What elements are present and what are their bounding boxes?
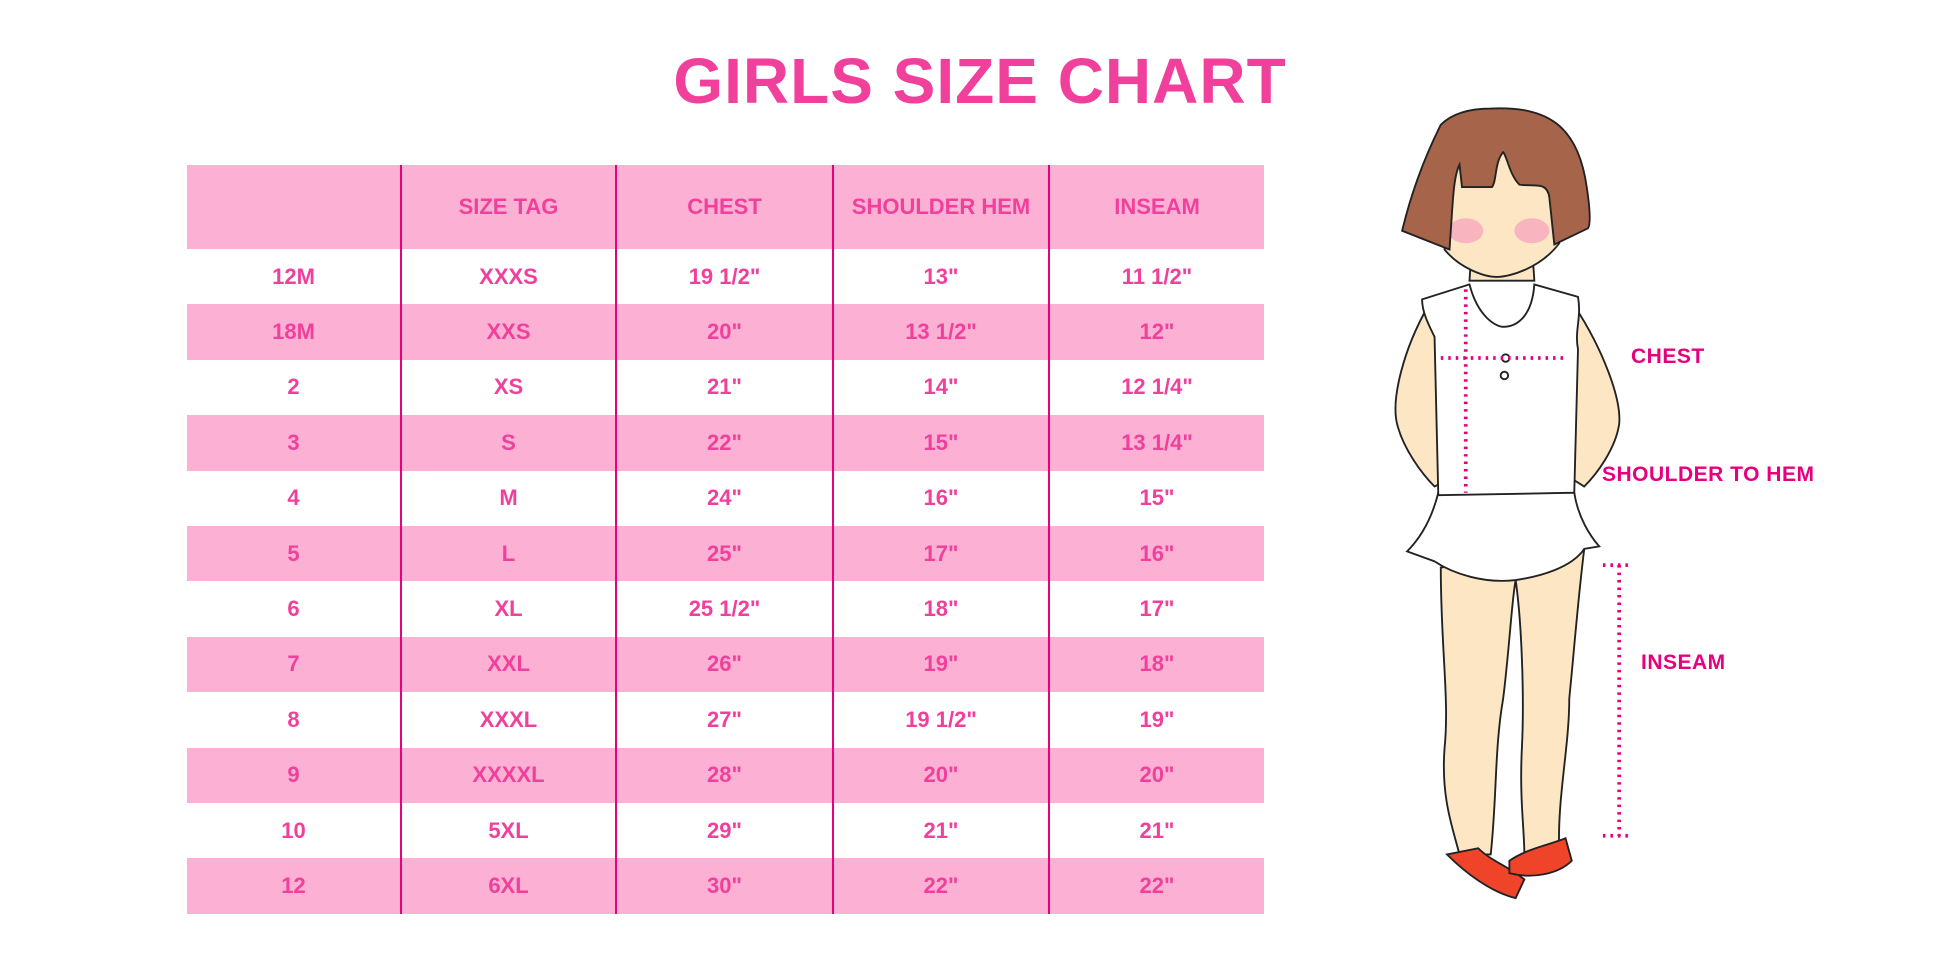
table-cell: 10 [281,817,306,843]
table-cell: 20" [615,304,833,360]
table-cell: 28" [615,747,833,803]
right-shoe [1508,837,1573,877]
table-cell: 13" [832,249,1049,305]
table-row: 18M XXS 20" 13 1/2" 12" [187,304,1264,360]
column-header: CHEST [615,165,833,249]
table-cell: M [400,470,616,526]
table-cell: 18" [832,581,1049,637]
table-cell: 5 [187,525,401,582]
left-shoe [1445,847,1526,900]
table-cell: 21" [832,802,1049,859]
table-cell: 26" [615,636,833,693]
table-cell: 21" [615,359,833,416]
table-cell: XL [400,581,616,637]
table-cell: L [400,525,616,582]
column-header: SIZE TAG [400,165,616,249]
table-cell: 18" [1048,636,1264,693]
table-cell: 17" [1048,581,1264,637]
table-cell: 7 [187,636,401,693]
table-cell: 19 1/2" [615,249,833,305]
table-cell: 30" [615,858,833,914]
column-header [187,165,401,249]
table-cell: 22" [1048,858,1264,914]
table-cell: 12 1/4" [1048,359,1264,416]
table-cell: 16" [832,470,1049,526]
table-cell: 19" [832,636,1049,693]
skirt [1405,491,1602,582]
table-cell: 19" [1048,692,1264,748]
table-cell: 2 [287,374,300,400]
table-cell: 6 [287,596,300,622]
table-cell: 13 1/2" [832,304,1049,360]
table-cell: 20" [1048,747,1264,803]
table-cell: XXXS [400,249,616,305]
table-row: 2 XS 21" 14" 12 1/4" [187,359,1264,416]
shoulder-to-hem-label: SHOULDER TO HEM [1602,463,1815,486]
table-row: 12M XXXS 19 1/2" 13" 11 1/2" [187,249,1264,305]
table-row: 3 S 22" 15" 13 1/4" [187,415,1264,471]
table-cell: 4 [287,485,300,511]
legs [1439,547,1586,856]
table-header-row: SIZE TAG CHEST SHOULDER HEM INSEAM [187,165,1264,249]
table-row: 6 XL 25 1/2" 18" 17" [187,581,1264,637]
table-cell: 8 [287,706,300,732]
table-cell: XS [400,359,616,416]
table-cell: 15" [1048,470,1264,526]
table-cell: 12 [187,858,401,914]
table-cell: XXS [400,304,616,360]
table-cell: 19 1/2" [832,692,1049,748]
table-cell: XXXXL [400,747,616,803]
table-cell: 25" [615,525,833,582]
table-cell: 5XL [400,802,616,859]
table-cell: XXL [400,636,616,693]
table-cell: 16" [1048,525,1264,582]
hair [1401,107,1591,251]
table-cell: XXXL [400,692,616,748]
table-cell: S [400,415,616,471]
table-cell: 15" [832,415,1049,471]
table-cell: 27" [615,692,833,748]
page-title: GIRLS SIZE CHART [673,45,1287,117]
table-cell: 3 [187,415,401,471]
table-cell: 24" [615,470,833,526]
inseam-label: INSEAM [1641,651,1726,674]
table-cell: 9 [187,747,401,803]
table-cell: 21" [1048,802,1264,859]
table-cell: 25 1/2" [615,581,833,637]
table-cell: 22" [832,858,1049,914]
table-cell: 22" [615,415,833,471]
right-arm [1573,302,1621,488]
size-chart-table: SIZE TAG CHEST SHOULDER HEM INSEAM 12M XXXS 1… [187,165,1264,914]
table-cell: 13 1/4" [1048,415,1264,471]
table-cell: 12" [1048,304,1264,360]
table-cell: 6XL [400,858,616,914]
table-cell: 11 1/2" [1048,249,1264,305]
table-cell: 18M [187,304,401,360]
table-cell: 20" [832,747,1049,803]
table-cell: 12M [272,263,315,289]
table-cell: 17" [832,525,1049,582]
column-header: SHOULDER HEM [832,165,1049,249]
shirt [1421,283,1580,497]
table-cell: 29" [615,802,833,859]
table-row: 12 6XL 30" 22" 22" [187,858,1264,914]
table-cell: 14" [832,359,1049,416]
table-row: 5 L 25" 17" 16" [187,525,1264,582]
table-row: 8 XXXL 27" 19 1/2" 19" [187,692,1264,748]
chest-label: CHEST [1631,345,1705,368]
table-row: 4 M 24" 16" 15" [187,470,1264,526]
table-row: 9 XXXXL 28" 20" 20" [187,747,1264,803]
table-row: 10 5XL 29" 21" 21" [187,802,1264,859]
table-row: 7 XXL 26" 19" 18" [187,636,1264,693]
column-header: INSEAM [1048,165,1264,249]
